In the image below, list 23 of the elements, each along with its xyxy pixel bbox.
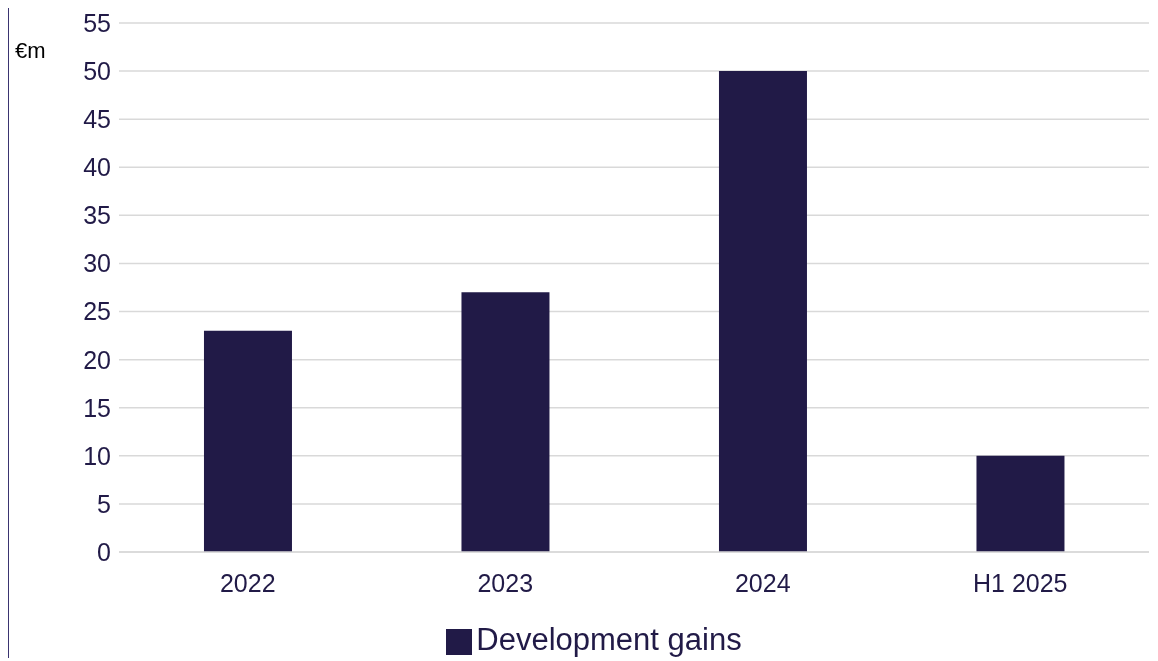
bar xyxy=(976,455,1065,552)
bar xyxy=(718,71,807,552)
y-tick-label: 15 xyxy=(83,393,111,422)
bar xyxy=(203,330,292,552)
legend-label: Development gains xyxy=(476,622,742,657)
bar xyxy=(461,292,550,552)
y-tick-label: 25 xyxy=(83,297,111,326)
x-tick-label: 2022 xyxy=(219,568,276,597)
y-tick-label: 30 xyxy=(83,249,111,278)
x-tick-label: 2024 xyxy=(734,568,791,597)
y-tick-label: 45 xyxy=(83,105,111,134)
x-tick-label: 2023 xyxy=(477,568,534,597)
y-tick-label: 50 xyxy=(83,56,111,85)
y-tick-label: 55 xyxy=(83,8,111,37)
frame-border: €m Development gains 2022 2023 2024 H1 2025 0 5 10 15 20 25 30 35 40 45 50 55 xyxy=(8,8,1158,658)
y-tick-label: 20 xyxy=(83,345,111,374)
y-axis-title: €m xyxy=(15,38,46,64)
y-tick-label: 5 xyxy=(97,489,111,518)
y-tick-label: 0 xyxy=(97,537,111,566)
y-tick-label: 35 xyxy=(83,201,111,230)
x-tick-label: H1 2025 xyxy=(972,568,1068,597)
y-tick-label: 40 xyxy=(83,153,111,182)
y-tick-label: 10 xyxy=(83,441,111,470)
